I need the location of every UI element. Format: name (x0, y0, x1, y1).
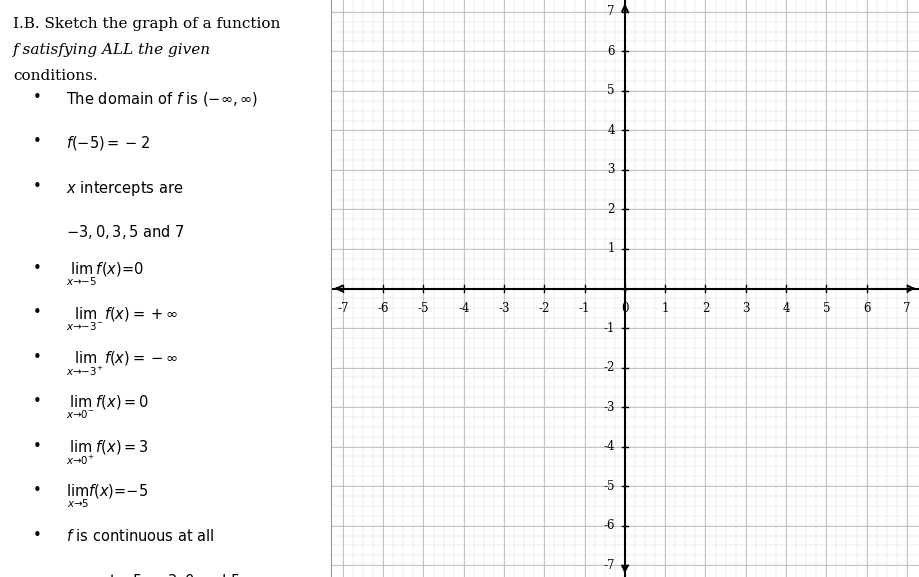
Text: 5: 5 (823, 302, 830, 316)
Text: $\lim_{x \to -3^-} f(x) = +\infty$: $\lim_{x \to -3^-} f(x) = +\infty$ (66, 305, 178, 332)
Text: The domain of $f$ is $(-\infty, \infty)$: The domain of $f$ is $(-\infty, \infty)$ (66, 90, 258, 108)
Text: -6: -6 (378, 302, 389, 316)
Text: -4: -4 (604, 440, 615, 453)
Text: -7: -7 (604, 559, 615, 572)
Text: -5: -5 (418, 302, 429, 316)
Text: $\lim_{x \to 0^+} f(x) = 3$: $\lim_{x \to 0^+} f(x) = 3$ (66, 439, 149, 467)
Text: -3: -3 (604, 400, 615, 414)
Text: •: • (33, 261, 42, 276)
Text: $f(-5) = -2$: $f(-5) = -2$ (66, 134, 150, 152)
Text: 1: 1 (662, 302, 669, 316)
Text: 4: 4 (782, 302, 789, 316)
Text: conditions.: conditions. (13, 69, 97, 83)
Text: •: • (33, 350, 42, 365)
Text: -2: -2 (604, 361, 615, 374)
Text: $\lim_{x \to -3^+} f(x) = -\infty$: $\lim_{x \to -3^+} f(x) = -\infty$ (66, 350, 178, 378)
Text: -2: -2 (539, 302, 550, 316)
Text: 6: 6 (863, 302, 870, 316)
Text: 7: 7 (607, 5, 615, 18)
Text: •: • (33, 90, 42, 105)
Text: 0: 0 (621, 302, 629, 316)
Text: •: • (33, 527, 42, 542)
Text: 4: 4 (607, 124, 615, 137)
Text: -6: -6 (604, 519, 615, 532)
Text: $-3, 0, 3, 5$ and $7$: $-3, 0, 3, 5$ and $7$ (66, 223, 185, 241)
Text: •: • (33, 483, 42, 498)
Text: 2: 2 (607, 203, 615, 216)
Text: $\lim_{x \to 0^-} f(x) = 0$: $\lim_{x \to 0^-} f(x) = 0$ (66, 394, 149, 421)
Text: 3: 3 (607, 163, 615, 177)
Text: 5: 5 (607, 84, 615, 98)
Text: -1: -1 (604, 321, 615, 335)
Text: -4: -4 (458, 302, 470, 316)
Text: f satisfying ALL the given: f satisfying ALL the given (13, 43, 211, 57)
Text: $f$ is continuous at all: $f$ is continuous at all (66, 527, 214, 544)
Text: $x$ intercepts are: $x$ intercepts are (66, 179, 184, 198)
Text: •: • (33, 394, 42, 409)
Text: •: • (33, 134, 42, 149)
Text: 1: 1 (607, 242, 615, 256)
Text: except $-5, -3, 0$ and $5$: except $-5, -3, 0$ and $5$ (66, 572, 241, 577)
Text: •: • (33, 305, 42, 320)
Text: $\lim_{x \to -5} f(x) = 0$: $\lim_{x \to -5} f(x) = 0$ (66, 261, 144, 288)
Text: -5: -5 (604, 479, 615, 493)
Text: -3: -3 (498, 302, 510, 316)
Text: •: • (33, 179, 42, 194)
Text: •: • (33, 439, 42, 454)
Text: -1: -1 (579, 302, 590, 316)
Text: I.B. Sketch the graph of a function: I.B. Sketch the graph of a function (13, 17, 280, 31)
Text: 7: 7 (903, 302, 911, 316)
Text: 6: 6 (607, 45, 615, 58)
Text: $\lim_{x \to 5} f(x) = -5$: $\lim_{x \to 5} f(x) = -5$ (66, 483, 148, 510)
Text: 2: 2 (702, 302, 709, 316)
Text: -7: -7 (337, 302, 348, 316)
Text: 3: 3 (742, 302, 750, 316)
